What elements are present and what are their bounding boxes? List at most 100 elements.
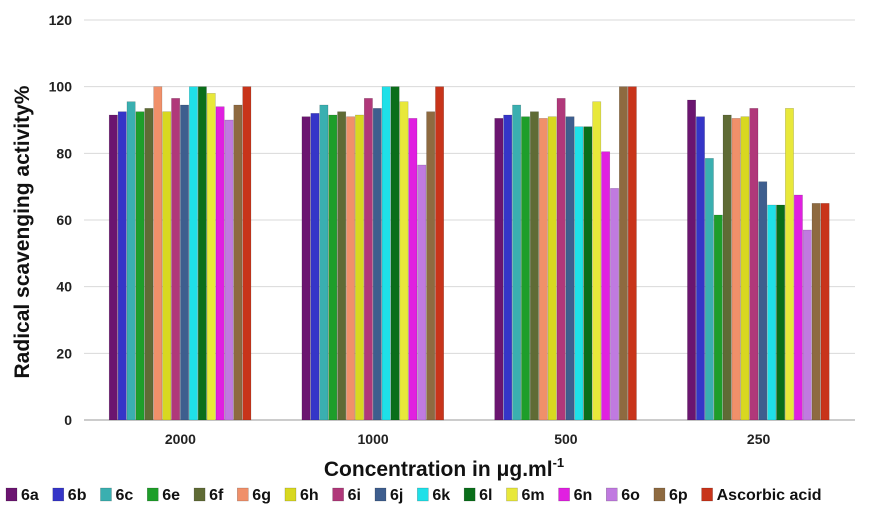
y-tick-label: 40 bbox=[56, 279, 72, 295]
bar-6p-250 bbox=[811, 203, 821, 421]
y-tick-label: 100 bbox=[49, 79, 73, 95]
legend-swatch bbox=[332, 487, 344, 502]
x-axis-title-text: Concentration in μg.ml bbox=[324, 458, 553, 481]
legend-item: 6b bbox=[52, 487, 87, 504]
bar-6j-2000 bbox=[180, 104, 189, 421]
y-tick-label: 60 bbox=[56, 212, 72, 228]
legend-swatch bbox=[100, 487, 112, 502]
legend-swatch bbox=[284, 487, 297, 502]
bar-6h-1000 bbox=[355, 114, 364, 421]
bar-6c-2000 bbox=[126, 101, 136, 421]
legend-swatch bbox=[417, 487, 429, 502]
legend-label: 6c bbox=[115, 487, 133, 504]
legend-swatch bbox=[193, 487, 206, 502]
legend-swatch bbox=[653, 487, 666, 502]
bar-6f-250 bbox=[722, 114, 732, 421]
bar-6p-1000 bbox=[426, 111, 436, 421]
bar-ascorbic-acid-250 bbox=[820, 203, 830, 421]
bars bbox=[108, 86, 830, 421]
x-axis-title-superscript: -1 bbox=[553, 455, 565, 470]
bar-6i-1000 bbox=[363, 98, 373, 421]
bar-6n-1000 bbox=[408, 118, 418, 421]
y-tick-label: 120 bbox=[49, 12, 73, 28]
y-tick-label: 20 bbox=[56, 345, 72, 361]
bar-6l-1000 bbox=[390, 86, 400, 421]
bar-6k-2000 bbox=[189, 86, 198, 421]
legend-item: 6n bbox=[558, 487, 593, 504]
bar-6f-2000 bbox=[144, 108, 154, 421]
legend-item: 6g bbox=[237, 487, 271, 504]
x-tick-label: 1000 bbox=[358, 431, 389, 447]
legend-item: 6a bbox=[5, 487, 39, 504]
bar-6l-250 bbox=[776, 204, 785, 421]
legend-label: 6i bbox=[348, 487, 361, 504]
legend-label: 6m bbox=[521, 487, 544, 504]
legend-label: 6a bbox=[21, 487, 39, 504]
bar-6n-2000 bbox=[215, 106, 225, 421]
bar-6k-250 bbox=[767, 204, 777, 421]
bar-6a-250 bbox=[687, 99, 696, 421]
bar-6m-250 bbox=[785, 108, 794, 421]
legend-item: 6i bbox=[332, 487, 361, 504]
bar-ascorbic-acid-2000 bbox=[242, 86, 252, 421]
bar-6i-2000 bbox=[171, 98, 181, 421]
legend-swatch bbox=[147, 487, 159, 502]
bar-6j-500 bbox=[565, 116, 575, 421]
y-tick-label: 80 bbox=[56, 145, 72, 161]
bar-6c-500 bbox=[512, 104, 522, 421]
legend-item: 6k bbox=[417, 487, 450, 504]
bar-6a-1000 bbox=[301, 116, 311, 421]
legend-label: 6l bbox=[479, 487, 492, 504]
bar-6n-500 bbox=[601, 151, 611, 421]
legend-item: 6p bbox=[653, 487, 688, 504]
bar-6g-250 bbox=[731, 118, 741, 421]
bar-6b-1000 bbox=[310, 113, 320, 421]
legend-swatch bbox=[558, 487, 570, 502]
legend-label: 6b bbox=[68, 487, 87, 504]
legend-swatch bbox=[506, 487, 518, 502]
legend-label: 6g bbox=[252, 487, 271, 504]
bar-6c-1000 bbox=[319, 104, 329, 421]
legend-swatch bbox=[374, 487, 387, 502]
x-tick-label: 2000 bbox=[165, 431, 196, 447]
bar-6i-250 bbox=[749, 108, 759, 421]
legend-item: 6j bbox=[374, 487, 403, 504]
bar-6o-2000 bbox=[224, 119, 234, 421]
x-axis-ticks: 2000 1000 500 250 bbox=[165, 431, 771, 447]
legend-item: 6e bbox=[147, 487, 180, 504]
bar-6m-1000 bbox=[399, 101, 409, 421]
legend-swatch bbox=[701, 487, 713, 502]
legend-label: 6e bbox=[162, 487, 180, 504]
bar-6g-2000 bbox=[153, 86, 163, 421]
bar-6j-1000 bbox=[372, 108, 382, 421]
y-tick-label: 0 bbox=[64, 412, 72, 428]
bar-6a-500 bbox=[494, 118, 504, 421]
legend-label: 6p bbox=[669, 487, 688, 504]
legend-label: 6f bbox=[209, 487, 224, 504]
legend-item: 6o bbox=[606, 487, 640, 504]
bar-6k-1000 bbox=[381, 86, 391, 421]
bar-6b-250 bbox=[696, 116, 705, 421]
bar-6o-500 bbox=[610, 188, 619, 421]
bar-6e-2000 bbox=[135, 111, 145, 421]
legend-swatch bbox=[237, 487, 249, 502]
bar-6b-2000 bbox=[117, 111, 127, 421]
bar-6h-2000 bbox=[162, 111, 172, 421]
x-tick-label: 500 bbox=[554, 431, 578, 447]
legend-swatch bbox=[606, 487, 618, 502]
bar-6p-500 bbox=[619, 86, 628, 421]
legend-item: 6h bbox=[284, 487, 319, 504]
legend-swatch bbox=[52, 487, 65, 502]
bar-6g-1000 bbox=[346, 116, 355, 421]
legend: 6a 6b 6c 6e 6f 6g 6h 6i 6j 6k 6l 6m 6n 6o 6p Ascorbic a… bbox=[5, 487, 822, 504]
bar-6n-250 bbox=[793, 194, 803, 421]
legend-swatch bbox=[5, 487, 18, 502]
bar-ascorbic-acid-1000 bbox=[435, 86, 444, 421]
y-axis-ticks: 0 20 40 60 80 100 120 bbox=[49, 12, 73, 428]
bar-6l-2000 bbox=[197, 86, 207, 421]
legend-item: 6m bbox=[506, 487, 545, 504]
legend-label: 6n bbox=[574, 487, 593, 504]
bar-6b-500 bbox=[503, 114, 513, 421]
bar-6e-500 bbox=[521, 116, 530, 421]
